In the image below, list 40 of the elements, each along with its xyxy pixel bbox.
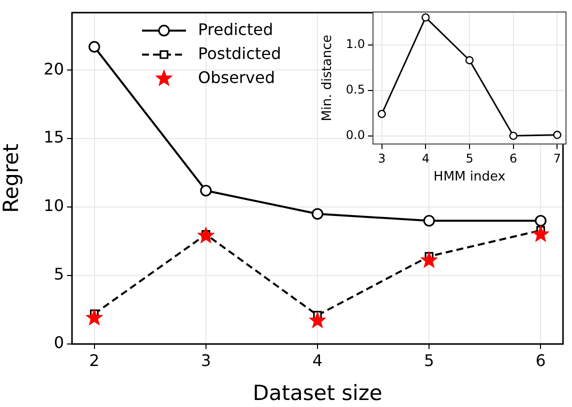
x-tick-label: 4	[422, 151, 430, 166]
x-tick-label: 4	[312, 350, 323, 370]
x-tick-label: 3	[200, 350, 212, 370]
legend-label: Postdicted	[198, 44, 282, 63]
x-axis-title: Dataset size	[252, 380, 382, 405]
x-tick-label: 5	[466, 151, 474, 166]
x-tick-label: 6	[510, 151, 518, 166]
legend-label: Observed	[198, 68, 275, 87]
x-axis-title: HMM index	[434, 170, 506, 185]
point	[420, 252, 438, 268]
y-tick-label: 0.5	[346, 82, 365, 96]
point	[378, 110, 386, 118]
point	[553, 130, 562, 139]
point	[423, 214, 435, 227]
point	[309, 312, 326, 328]
y-tick-label: 20	[44, 59, 64, 78]
x-tick-label: 5	[424, 350, 434, 370]
point	[312, 208, 324, 220]
point	[422, 13, 430, 22]
x-tick-label: 6	[536, 350, 546, 370]
y-axis-title: Min. distance	[320, 34, 336, 122]
x-tick-label: 7	[553, 151, 562, 166]
point	[509, 132, 518, 140]
point	[88, 41, 100, 53]
y-tick-label: 5	[54, 264, 64, 284]
y-tick-label: 1.0	[346, 36, 365, 51]
point	[465, 56, 474, 64]
point	[86, 309, 102, 325]
y-tick-label: 10	[44, 196, 64, 216]
point	[534, 214, 546, 227]
point	[532, 226, 549, 242]
y-tick-label: 0	[54, 333, 64, 352]
point	[198, 227, 214, 243]
y-axis-title: Regret	[0, 144, 24, 213]
x-tick-label: 2	[89, 350, 100, 370]
y-tick-label: 15	[44, 128, 64, 147]
legend-label: Predicted	[198, 20, 274, 39]
point	[200, 184, 212, 196]
x-tick-label: 3	[378, 151, 386, 166]
y-tick-label: 0.0	[346, 128, 365, 142]
